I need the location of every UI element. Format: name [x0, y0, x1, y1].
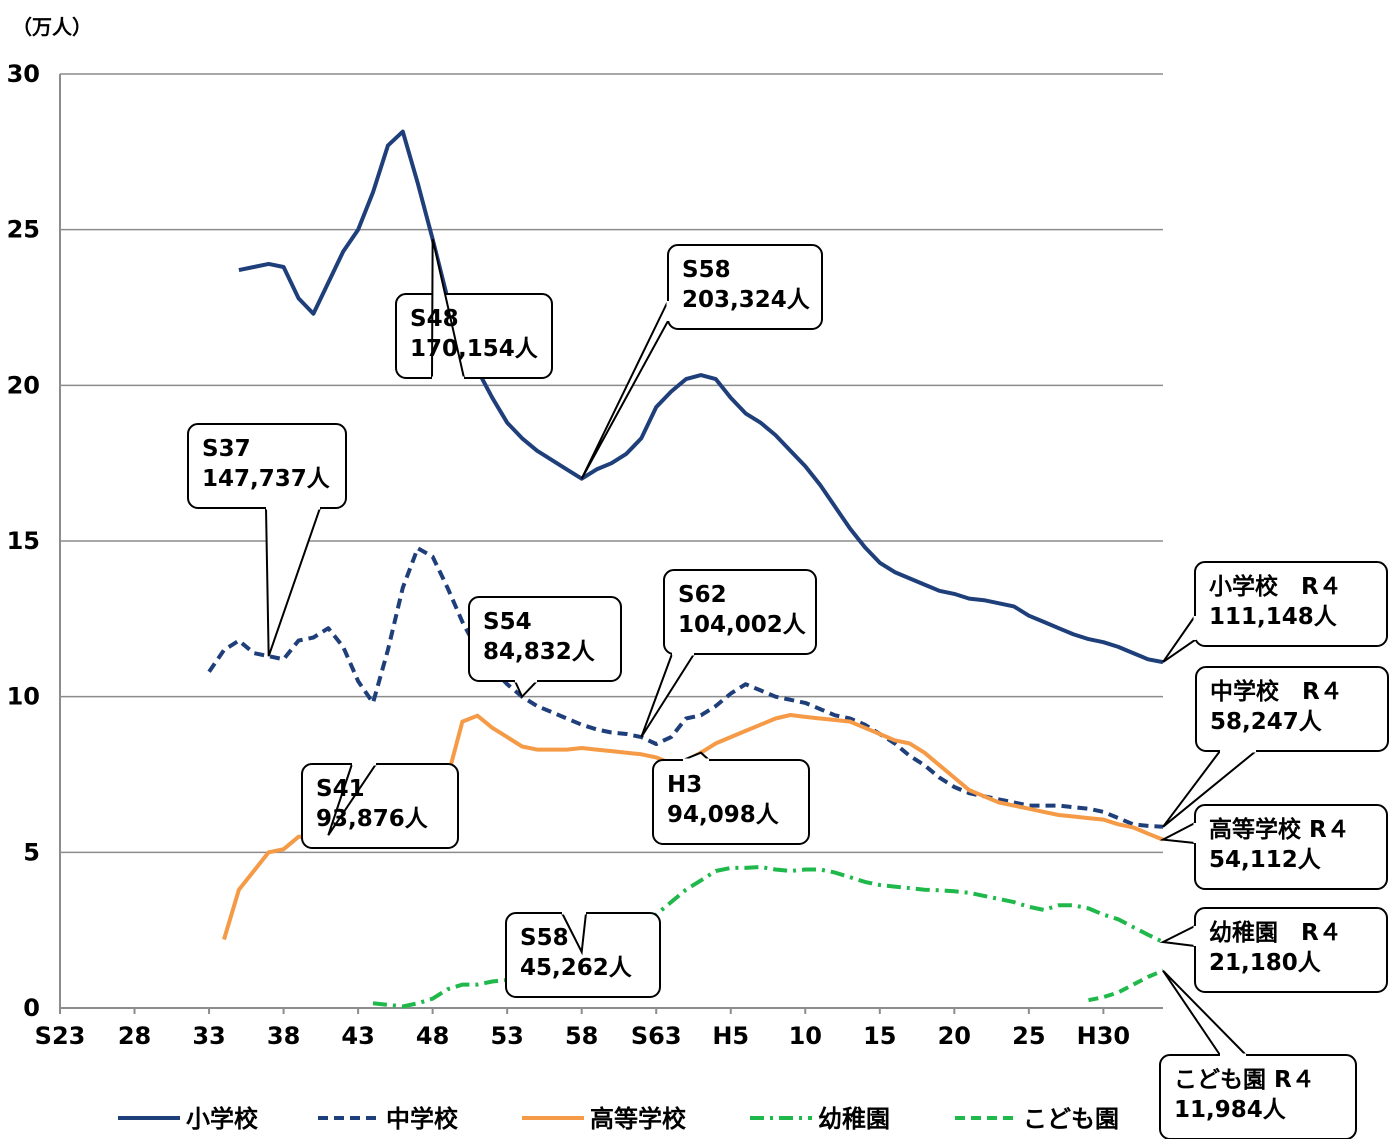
callout-label: S62 — [678, 582, 727, 608]
callout-value: 54,112人 — [1209, 847, 1322, 873]
callout-value: 170,154人 — [410, 336, 539, 362]
callout-tail — [264, 507, 322, 657]
callout-label: 小学校 R４ — [1209, 573, 1342, 600]
callout-label: こども園 R４ — [1174, 1067, 1315, 1093]
callout-tail — [1162, 612, 1196, 663]
callout-box — [667, 244, 823, 330]
callout-box — [1194, 804, 1388, 890]
callout-tail — [1159, 821, 1196, 845]
callout-value: 111,148人 — [1209, 604, 1338, 630]
callout-12: 幼稚園 R４ 21,180人 — [1159, 907, 1388, 993]
callout-tail — [640, 653, 696, 738]
callout-7: H3 94,098人 — [652, 751, 810, 845]
legend-label-4: こども園 — [1023, 1105, 1119, 1133]
callout-10: 中学校 R４ 58,247人 — [1162, 666, 1389, 828]
callout-value: 58,247人 — [1210, 709, 1323, 735]
callout-11: 高等学校 R４ 54,112人 — [1159, 804, 1388, 890]
callout-value: 147,737人 — [202, 466, 331, 492]
x-tick-label-4: 43 — [341, 1022, 374, 1050]
y-tick-label-30: 30 — [7, 60, 40, 88]
callout-13: こども園 R４ 11,984人 — [1159, 969, 1357, 1140]
y-tick-label-10: 10 — [7, 683, 40, 711]
callout-label: S58 — [520, 925, 569, 951]
x-tick-label-3: 38 — [267, 1022, 300, 1050]
callout-label: 中学校 R４ — [1210, 678, 1343, 705]
x-tick-label-0: S23 — [35, 1022, 86, 1050]
series-line-1 — [207, 546, 1164, 829]
callout-5: S62 104,002人 — [640, 569, 817, 738]
series-line-4 — [1088, 968, 1164, 1003]
legend-label-0: 小学校 — [186, 1105, 259, 1133]
callout-label: H3 — [667, 772, 702, 798]
y-tick-label-20: 20 — [7, 371, 40, 399]
callout-value: 21,180人 — [1209, 950, 1322, 976]
callout-value: 104,002人 — [678, 612, 807, 638]
callout-tail — [580, 300, 669, 480]
callout-box — [1194, 561, 1388, 647]
callout-box — [1195, 666, 1389, 752]
callout-value: 84,832人 — [483, 639, 596, 665]
x-tick-label-1: 28 — [118, 1022, 151, 1050]
series-line-0 — [238, 129, 1164, 665]
series-line-3 — [372, 865, 1164, 1009]
x-tick-label-13: 25 — [1012, 1022, 1045, 1050]
callout-4: S54 84,832人 — [468, 596, 622, 699]
x-tick-label-6: 53 — [490, 1022, 523, 1050]
callout-box — [1194, 907, 1388, 993]
callout-label: S58 — [682, 257, 731, 283]
x-tick-label-12: 20 — [938, 1022, 971, 1050]
callout-value: 45,262人 — [520, 955, 633, 981]
y-tick-label-0: 0 — [23, 994, 40, 1022]
x-tick-label-8: S63 — [631, 1022, 682, 1050]
callout-box — [468, 596, 622, 682]
callout-tail — [1159, 924, 1196, 948]
callout-9: 小学校 R４ 111,148人 — [1162, 561, 1388, 663]
y-tick-label-15: 15 — [7, 527, 40, 555]
x-tick-label-10: 10 — [789, 1022, 822, 1050]
callout-2: S58 203,324人 — [580, 244, 823, 480]
callout-label: S48 — [410, 306, 459, 332]
x-tick-label-9: H5 — [712, 1022, 749, 1050]
callout-value: 11,984人 — [1174, 1097, 1287, 1123]
callout-label: S41 — [316, 776, 365, 802]
legend-label-2: 高等学校 — [590, 1105, 687, 1133]
legend-label-1: 中学校 — [386, 1105, 459, 1133]
legend: 小学校 中学校 高等学校 幼稚園 こども園 — [118, 1105, 1119, 1133]
x-tick-label-14: H30 — [1077, 1022, 1130, 1050]
y-tick-label-5: 5 — [23, 838, 40, 866]
callout-label: 幼稚園 R４ — [1209, 919, 1342, 946]
callout-label: S37 — [202, 436, 251, 462]
callouts: S48 170,154人 S58 203,324人 S37 147,737人 S54 84,8… — [187, 238, 1389, 1140]
x-tick-label-11: 15 — [863, 1022, 896, 1050]
callout-box — [663, 569, 817, 655]
callout-box — [301, 763, 459, 849]
axes: 0 5 10 15 20 25 30 S23 28 33 38 43 48 53 58 S63 H5 10 15 20… — [7, 60, 1163, 1050]
callout-3: S37 147,737人 — [187, 423, 347, 657]
y-tick-label-25: 25 — [7, 216, 40, 244]
callout-1: S48 170,154人 — [395, 238, 553, 380]
gridlines — [60, 73, 1163, 854]
callout-value: 93,876人 — [316, 806, 429, 832]
callout-label: 高等学校 R４ — [1209, 816, 1350, 843]
callout-6: S41 93,876人 — [301, 762, 459, 849]
callout-8: S58 45,262人 — [505, 911, 661, 998]
x-tick-label-7: 58 — [565, 1022, 598, 1050]
callout-label: S54 — [483, 609, 532, 635]
x-tick-label-5: 48 — [416, 1022, 449, 1050]
x-tick-label-2: 33 — [192, 1022, 225, 1050]
unit-label: （万人） — [12, 15, 92, 39]
legend-label-3: 幼稚園 — [818, 1105, 890, 1133]
callout-value: 94,098人 — [667, 802, 780, 828]
callout-value: 203,324人 — [682, 287, 811, 313]
callout-box — [652, 759, 810, 845]
